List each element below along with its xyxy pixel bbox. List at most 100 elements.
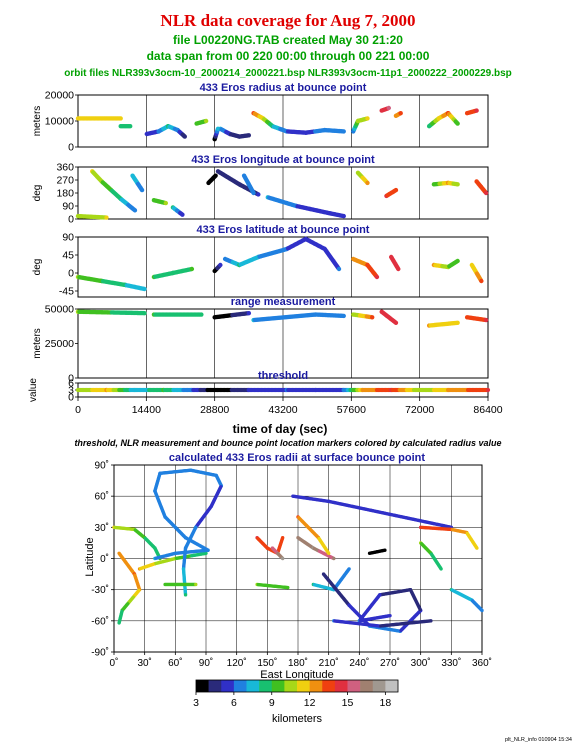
y-axis-label: meters: [32, 106, 43, 137]
panel-1-point: [341, 129, 346, 134]
bounce-point-map: 0˚ 30˚ 60˚ 90˚ 120˚ 150˚ 180˚ 210˚ 240˚ 270˚ 300˚ 3…: [91, 460, 492, 670]
map-point: [475, 546, 479, 550]
y-tick-label: 0: [68, 268, 74, 280]
panel-1: 433 Eros radius at bounce point 20000 1000…: [32, 82, 489, 154]
panel-4-point: [142, 310, 147, 316]
map-point: [347, 567, 351, 571]
map-x-tick-label: 330˚: [441, 657, 461, 669]
y-tick-label: 50000: [45, 304, 74, 316]
colorbar-swatch: [347, 680, 361, 692]
map-y-tick-label: -90˚: [91, 647, 109, 659]
panel-1-point: [398, 111, 403, 116]
colorbar-swatch: [259, 680, 273, 692]
colorbar-label: kilometers: [272, 713, 323, 725]
data-points: [75, 309, 489, 328]
map-x-tick-label: 150˚: [257, 657, 277, 669]
y-axis-label: value: [28, 378, 39, 402]
colorbar: 3 6 9 12 15 18: [193, 679, 399, 709]
map-y-tick-label: 30˚: [95, 522, 109, 534]
panel-3-point: [479, 278, 484, 284]
y-tick-label: 25000: [45, 338, 74, 350]
colorbar-swatch: [233, 680, 247, 692]
map-x-tick-label: 300˚: [411, 657, 431, 669]
panel-2-point: [483, 190, 489, 196]
x-tick-label: 72000: [405, 404, 434, 416]
panel-4-point: [341, 313, 346, 319]
data-span-line: data span from 00 220 00:00 through 00 2…: [147, 49, 430, 63]
panel-1-point: [474, 108, 479, 113]
y-tick-label: 0: [68, 214, 74, 226]
map-y-tick-label: -30˚: [91, 584, 109, 596]
time-axis-title: time of day (sec): [233, 422, 328, 436]
y-tick-label: 10000: [45, 116, 74, 128]
y-tick-label: 90: [62, 232, 74, 244]
y-tick-label: 180: [56, 188, 74, 200]
map-point: [332, 556, 336, 561]
panel-2-point: [104, 215, 109, 220]
colorbar-tick-label: 3: [193, 697, 199, 709]
x-tick-label: 43200: [268, 404, 297, 416]
y-axis-label: deg: [32, 259, 43, 276]
panel-2-point: [256, 192, 261, 197]
map-point: [280, 536, 285, 540]
map-x-tick-label: 90˚: [199, 657, 213, 669]
map-point: [480, 608, 484, 613]
map-point: [183, 593, 188, 597]
panel-2-point: [132, 208, 138, 213]
y-tick-label: 0: [68, 373, 74, 385]
panel-2: 433 Eros longitude at bounce point 360270…: [32, 154, 489, 226]
y-tick-label: 20000: [45, 90, 74, 102]
panel-3: 433 Eros latitude at bounce point 90 45 0 -4…: [32, 224, 489, 298]
panel-1-point: [203, 118, 209, 124]
colorbar-swatch: [297, 680, 310, 692]
map-point: [429, 619, 433, 623]
map-point: [388, 613, 392, 618]
panel-1-point: [386, 105, 392, 111]
orbit-files-line: orbit files NLR393v3ocm-10_2000214_20002…: [64, 68, 512, 79]
colorbar-swatch: [284, 680, 298, 692]
panel-title: threshold: [258, 370, 308, 382]
panel-2-point: [365, 180, 370, 186]
panel-1-point: [182, 134, 187, 139]
y-tick-label: 0: [68, 142, 74, 154]
map-point: [326, 551, 331, 556]
panel-4-point: [393, 320, 399, 325]
panel-1-point: [128, 124, 133, 129]
map-x-tick-label: 0˚: [110, 657, 119, 669]
panel-3-point: [336, 266, 342, 272]
panel-title: 433 Eros latitude at bounce point: [197, 224, 370, 236]
panel-2-point: [163, 200, 168, 206]
x-tick-label: 14400: [132, 404, 161, 416]
panel-title: 433 Eros longitude at bounce point: [191, 154, 375, 166]
panel-3-point: [218, 262, 223, 268]
panel-4-point: [483, 317, 489, 323]
map-point: [439, 567, 443, 571]
file-line: file L00220NG.TAB created May 30 21:20: [173, 33, 403, 47]
panel-2-point: [341, 213, 346, 219]
data-points: [75, 105, 479, 142]
x-tick-label: 28800: [200, 404, 229, 416]
panel-2-point: [251, 190, 256, 196]
panel-2-point: [213, 173, 218, 178]
colorbar-tick-label: 6: [231, 697, 237, 709]
panel-1-point: [365, 116, 370, 121]
map-point: [204, 551, 208, 556]
map-point: [280, 556, 285, 561]
colorbar-swatch: [372, 680, 386, 692]
data-points: [75, 169, 489, 220]
colorbar-swatch: [334, 680, 348, 692]
colorbar-swatch: [385, 680, 399, 692]
panel-1-point: [246, 133, 252, 138]
map-point: [383, 548, 387, 552]
colorbar-swatch: [322, 680, 336, 692]
y-tick-label: 270: [56, 175, 74, 187]
panel-2-point: [139, 187, 145, 193]
x-tick-label: 86400: [473, 404, 502, 416]
y-tick-label: 90: [62, 201, 74, 213]
map-x-tick-label: 180˚: [288, 657, 308, 669]
caption: threshold, NLR measurement and bounce po…: [74, 438, 501, 448]
y-axis-label: meters: [32, 328, 43, 359]
panel-4-point: [370, 315, 375, 320]
map-data-points: [112, 468, 484, 633]
panel-5-point: [485, 387, 491, 393]
